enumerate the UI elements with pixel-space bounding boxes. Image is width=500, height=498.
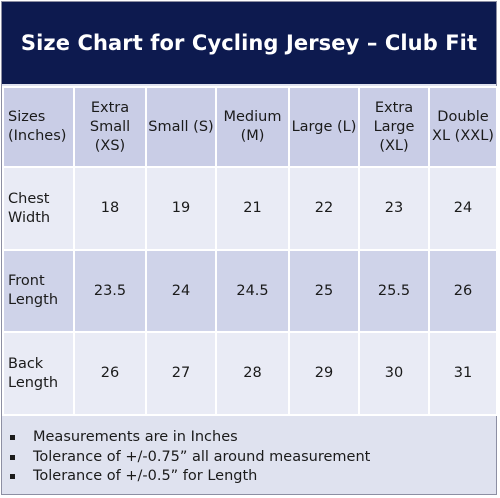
chart-title: Size Chart for Cycling Jersey – Club Fit bbox=[20, 31, 478, 55]
table-cell: 25 bbox=[288, 249, 360, 333]
size-table: Sizes (Inches) Extra Small (XS) Small (S… bbox=[2, 86, 498, 416]
header-cell-s: Small (S) bbox=[145, 86, 217, 168]
row-label: Front Length bbox=[2, 249, 75, 333]
note-text: Measurements are in Inches bbox=[33, 429, 238, 445]
table-cell: 29 bbox=[288, 331, 360, 416]
header-cell-xs: Extra Small (XS) bbox=[73, 86, 147, 168]
header-cell-xxl: Double XL (XXL) bbox=[428, 86, 498, 168]
note-text: Tolerance of +/-0.5” for Length bbox=[33, 468, 258, 484]
table-row-front-length: Front Length 23.5 24 24.5 25 25.5 26 bbox=[2, 249, 498, 333]
header-cell-m: Medium (M) bbox=[215, 86, 290, 168]
note-item: Measurements are in Inches bbox=[10, 428, 496, 448]
table-cell: 24 bbox=[428, 166, 498, 251]
table-cell: 30 bbox=[358, 331, 430, 416]
table-cell: 26 bbox=[73, 331, 147, 416]
notes-list: Measurements are in Inches Tolerance of … bbox=[2, 416, 496, 487]
row-label: Back Length bbox=[2, 331, 75, 416]
table-cell: 23 bbox=[358, 166, 430, 251]
note-item: Tolerance of +/-0.5” for Length bbox=[10, 467, 496, 487]
table-cell: 21 bbox=[215, 166, 290, 251]
square-bullet-icon bbox=[10, 474, 15, 480]
header-cell-sizes: Sizes (Inches) bbox=[2, 86, 75, 168]
table-cell: 19 bbox=[145, 166, 217, 251]
square-bullet-icon bbox=[10, 435, 15, 441]
table-cell: 23.5 bbox=[73, 249, 147, 333]
header-cell-xl: Extra Large (XL) bbox=[358, 86, 430, 168]
table-row-back-length: Back Length 26 27 28 29 30 31 bbox=[2, 331, 498, 416]
table-header-row: Sizes (Inches) Extra Small (XS) Small (S… bbox=[2, 86, 498, 168]
note-item: Tolerance of +/-0.75” all around measure… bbox=[10, 448, 496, 468]
table-cell: 27 bbox=[145, 331, 217, 416]
table-cell: 18 bbox=[73, 166, 147, 251]
square-bullet-icon bbox=[10, 454, 15, 460]
table-cell: 24 bbox=[145, 249, 217, 333]
table-cell: 22 bbox=[288, 166, 360, 251]
table-cell: 26 bbox=[428, 249, 498, 333]
table-row-chest-width: Chest Width 18 19 21 22 23 24 bbox=[2, 166, 498, 251]
header-cell-l: Large (L) bbox=[288, 86, 360, 168]
table-cell: 31 bbox=[428, 331, 498, 416]
table-cell: 24.5 bbox=[215, 249, 290, 333]
row-label: Chest Width bbox=[2, 166, 75, 251]
table-cell: 28 bbox=[215, 331, 290, 416]
title-bar: Size Chart for Cycling Jersey – Club Fit bbox=[2, 2, 496, 84]
table-cell: 25.5 bbox=[358, 249, 430, 333]
note-text: Tolerance of +/-0.75” all around measure… bbox=[33, 448, 371, 465]
notes-section: Measurements are in Inches Tolerance of … bbox=[2, 416, 496, 494]
